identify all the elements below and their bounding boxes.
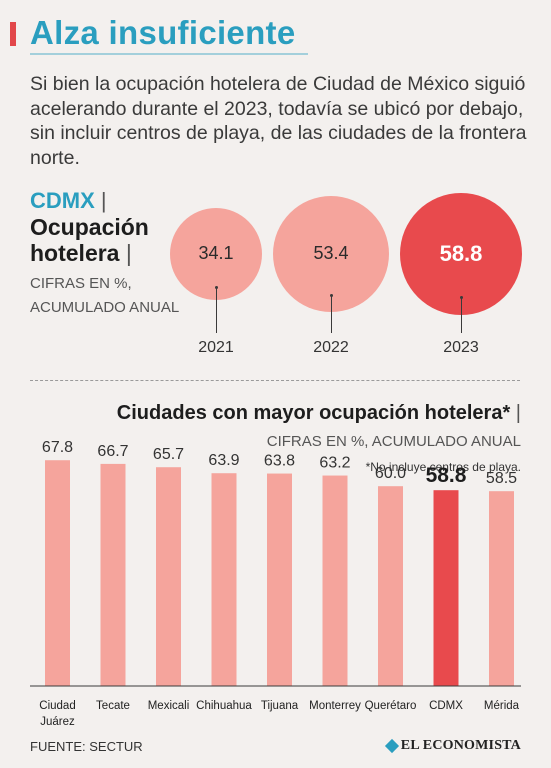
bar-category-label: Ciudad [39, 700, 75, 712]
bar-Mérida [489, 491, 514, 686]
bar-CDMX [433, 490, 459, 686]
bar-chart-units: CIFRAS EN %, ACUMULADO ANUAL [266, 433, 521, 450]
bubble-tick-line [461, 297, 462, 333]
logo-mark-icon [384, 738, 399, 754]
publisher-logo: EL ECONOMISTA [384, 738, 521, 754]
bar-category-label: Mexicali [148, 700, 190, 712]
intro-text: Si bien la ocupación hotelera de Ciudad … [30, 73, 527, 169]
cdmx-city-label: CDMX [30, 188, 95, 213]
bar-Tecate [100, 463, 126, 686]
bar-category-label: Tecate [96, 700, 130, 712]
bar-category-label: CDMX [429, 700, 463, 712]
bar-category-label: Tijuana [261, 700, 299, 712]
bubble-tick-line [331, 295, 332, 333]
bar-category-label: Chihuahua [196, 700, 252, 712]
cdmx-section-header: CDMX | Ocupación hotelera | CIFRAS EN %,… [30, 188, 180, 320]
logo-text: EL ECONOMISTA [400, 738, 521, 753]
bubble-year-label: 2021 [198, 339, 234, 356]
section-divider [30, 380, 520, 381]
bar-value-label: 67.8 [42, 439, 73, 456]
bar-Tijuana [267, 473, 292, 686]
bubble-year-label: 2022 [313, 339, 349, 356]
bubble-2022: 53.4 [272, 195, 390, 313]
source-note: FUENTE: SECTUR [30, 739, 143, 754]
bar-chart-title: Ciudades con mayor ocupación hotelera* | [116, 402, 521, 424]
bubble-2021: 34.1 [169, 207, 263, 301]
bar-Ciudad Juárez [45, 460, 70, 686]
bar-value-label: 58.5 [486, 470, 517, 487]
bar-value-label: 63.9 [208, 452, 239, 469]
bar-category-label: Mérida [484, 700, 520, 712]
title-underline [30, 53, 308, 55]
bar-category-label: Querétaro [365, 700, 417, 712]
bubble-year-label: 2023 [443, 339, 479, 356]
cdmx-metric-label: Ocupación hotelera [30, 214, 149, 266]
bar-Monterrey [322, 475, 348, 686]
bar-value-label: 66.7 [97, 443, 128, 460]
separator-pipe: | [100, 188, 107, 213]
bar-value-label: 63.8 [264, 453, 295, 470]
bar-Chihuahua [211, 473, 237, 686]
bubble-2023: 58.8 [400, 193, 522, 315]
separator-pipe: | [515, 402, 521, 424]
bubble-tick-line [216, 287, 217, 333]
bar-chart-footnote: *No incluye centros de playa. [365, 460, 521, 474]
bar-value-label: 63.2 [319, 455, 350, 472]
bubble-chart: 34.1 2021 53.4 2022 58.8 2023 [0, 0, 551, 380]
bar-Querétaro [378, 486, 403, 686]
bar-category-label: Monterrey [309, 700, 361, 712]
separator-pipe: | [125, 240, 132, 266]
bar-value-label: 58.8 [426, 464, 467, 487]
bar-category-label: Juárez [40, 716, 75, 728]
cdmx-units-note: CIFRAS EN %, ACUMULADO ANUAL [30, 275, 180, 316]
page-title: Alza insuficiente [30, 14, 296, 51]
bar-value-label: 65.7 [153, 446, 184, 463]
bar-value-label: 60.0 [375, 465, 406, 482]
bar-Mexicali [156, 467, 181, 686]
accent-bar [10, 22, 16, 46]
